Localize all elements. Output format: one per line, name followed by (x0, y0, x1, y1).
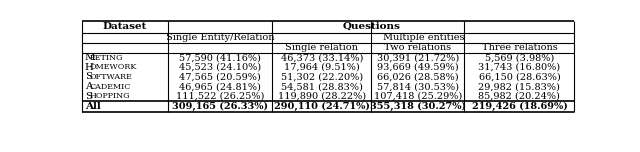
Text: Single Entity/Relation: Single Entity/Relation (166, 33, 275, 42)
Text: 107,418 (25.29%): 107,418 (25.29%) (374, 92, 462, 101)
Text: Two relations: Two relations (385, 43, 451, 52)
Text: All: All (84, 102, 100, 111)
Text: Three relations: Three relations (481, 43, 557, 52)
Text: 119,890 (28.22%): 119,890 (28.22%) (278, 92, 366, 101)
Text: S: S (84, 92, 92, 101)
Text: Dataset: Dataset (103, 22, 147, 31)
Text: 17,964 (9.51%): 17,964 (9.51%) (284, 63, 360, 72)
Text: 309,165 (26.33%): 309,165 (26.33%) (172, 102, 268, 111)
Text: Questions: Questions (342, 22, 401, 31)
Text: 57,814 (30.53%): 57,814 (30.53%) (377, 82, 459, 91)
Text: Multiple entities: Multiple entities (383, 33, 464, 42)
Text: EETING: EETING (90, 54, 123, 62)
Text: 219,426 (18.69%): 219,426 (18.69%) (472, 102, 567, 111)
Text: 66,150 (28.63%): 66,150 (28.63%) (479, 73, 560, 81)
Text: CADEMIC: CADEMIC (90, 83, 131, 91)
Text: HOPPING: HOPPING (90, 92, 130, 100)
Text: Single relation: Single relation (285, 43, 358, 52)
Text: 51,302 (22.20%): 51,302 (22.20%) (281, 73, 363, 81)
Text: 30,391 (21.72%): 30,391 (21.72%) (377, 53, 459, 62)
Text: OMEWORK: OMEWORK (90, 63, 137, 71)
Text: 46,965 (24.81%): 46,965 (24.81%) (179, 82, 261, 91)
Text: 290,110 (24.71%): 290,110 (24.71%) (274, 102, 370, 111)
Text: S: S (84, 73, 92, 81)
Text: 111,522 (26.25%): 111,522 (26.25%) (176, 92, 264, 101)
Text: 29,982 (15.83%): 29,982 (15.83%) (479, 82, 561, 91)
Text: 66,026 (28.58%): 66,026 (28.58%) (377, 73, 459, 81)
Text: 47,565 (20.59%): 47,565 (20.59%) (179, 73, 261, 81)
Text: 46,373 (33.14%): 46,373 (33.14%) (280, 53, 363, 62)
Text: 5,569 (3.98%): 5,569 (3.98%) (485, 53, 554, 62)
Text: 54,581 (28.83%): 54,581 (28.83%) (281, 82, 363, 91)
Text: M: M (84, 53, 95, 62)
Text: A: A (84, 82, 92, 91)
Text: 31,743 (16.80%): 31,743 (16.80%) (478, 63, 561, 72)
Text: 45,523 (24.10%): 45,523 (24.10%) (179, 63, 261, 72)
Text: 355,318 (30.27%): 355,318 (30.27%) (370, 102, 466, 111)
Text: H: H (84, 63, 93, 72)
Text: 57,590 (41.16%): 57,590 (41.16%) (179, 53, 261, 62)
Text: 93,669 (49.59%): 93,669 (49.59%) (377, 63, 459, 72)
Text: 85,982 (20.24%): 85,982 (20.24%) (479, 92, 561, 101)
Text: OFTWARE: OFTWARE (90, 73, 132, 81)
